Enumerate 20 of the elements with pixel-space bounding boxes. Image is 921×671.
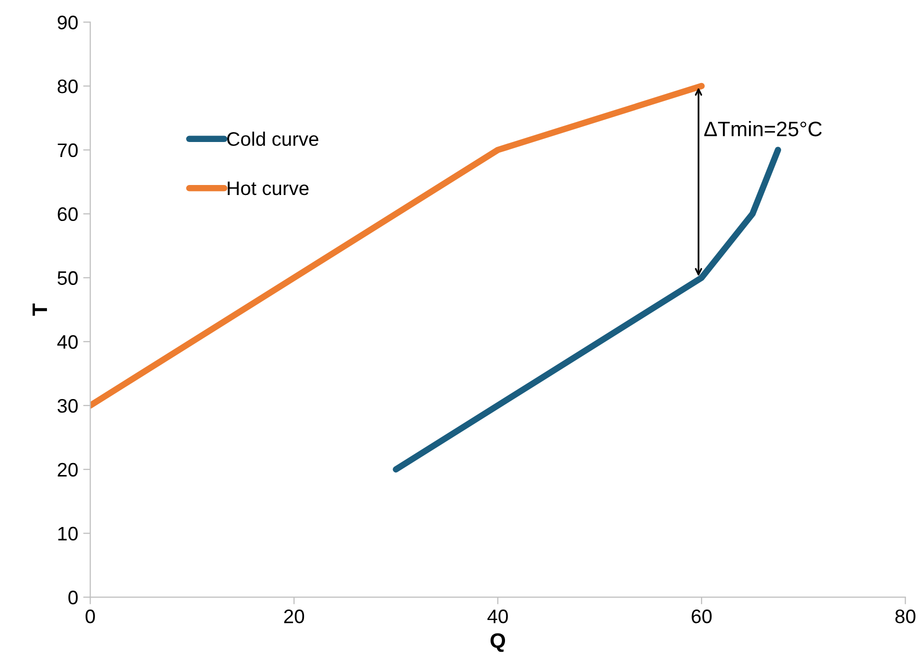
y-tick-label: 10 — [58, 526, 78, 541]
y-tick-label: 40 — [57, 335, 78, 349]
y-tick-label: 70 — [58, 143, 78, 158]
y-tick-label: 30 — [58, 398, 78, 413]
y-tick-label: 50 — [58, 271, 78, 285]
x-axis-title: Q — [490, 633, 506, 652]
y-tick-label: 60 — [58, 207, 78, 222]
legend-label: Cold curve — [227, 132, 318, 146]
y-tick-label: 20 — [58, 462, 78, 477]
x-tick-label: 60 — [692, 610, 712, 624]
y-tick-label: 90 — [58, 16, 78, 30]
annotation: ΔTmin=25°C — [704, 121, 822, 136]
x-tick-label: 80 — [895, 610, 916, 624]
x-tick-label: 0 — [86, 610, 95, 624]
y-tick-label: 80 — [58, 80, 78, 94]
legend-label: Hot curve — [228, 182, 309, 196]
y-axis-title: T — [32, 304, 47, 316]
x-tick-label: 40 — [487, 610, 508, 624]
x-tick-label: 20 — [284, 610, 304, 624]
y-tick-label: 0 — [68, 590, 78, 604]
